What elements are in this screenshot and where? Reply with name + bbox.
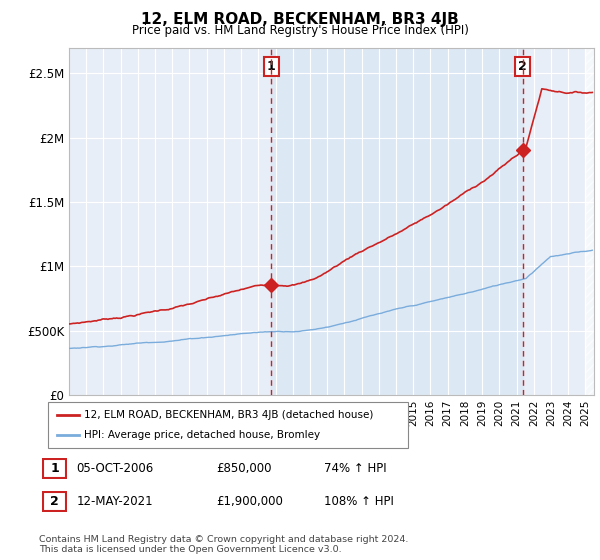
Text: 12, ELM ROAD, BECKENHAM, BR3 4JB: 12, ELM ROAD, BECKENHAM, BR3 4JB	[141, 12, 459, 27]
Bar	[586, 48, 600, 395]
Text: 2: 2	[518, 60, 527, 73]
Text: £850,000: £850,000	[216, 462, 271, 475]
Text: 12, ELM ROAD, BECKENHAM, BR3 4JB (detached house): 12, ELM ROAD, BECKENHAM, BR3 4JB (detach…	[84, 410, 373, 420]
Bar	[271, 48, 523, 395]
Text: 2: 2	[50, 494, 59, 508]
Text: HPI: Average price, detached house, Bromley: HPI: Average price, detached house, Brom…	[84, 430, 320, 440]
Text: 12-MAY-2021: 12-MAY-2021	[76, 494, 153, 508]
Text: Contains HM Land Registry data © Crown copyright and database right 2024.
This d: Contains HM Land Registry data © Crown c…	[39, 535, 409, 554]
Text: 05-OCT-2006: 05-OCT-2006	[76, 462, 154, 475]
Text: 1: 1	[267, 60, 275, 73]
Text: 1: 1	[50, 462, 59, 475]
Text: Price paid vs. HM Land Registry's House Price Index (HPI): Price paid vs. HM Land Registry's House …	[131, 24, 469, 37]
Text: 108% ↑ HPI: 108% ↑ HPI	[324, 494, 394, 508]
Text: £1,900,000: £1,900,000	[216, 494, 283, 508]
Text: 74% ↑ HPI: 74% ↑ HPI	[324, 462, 386, 475]
